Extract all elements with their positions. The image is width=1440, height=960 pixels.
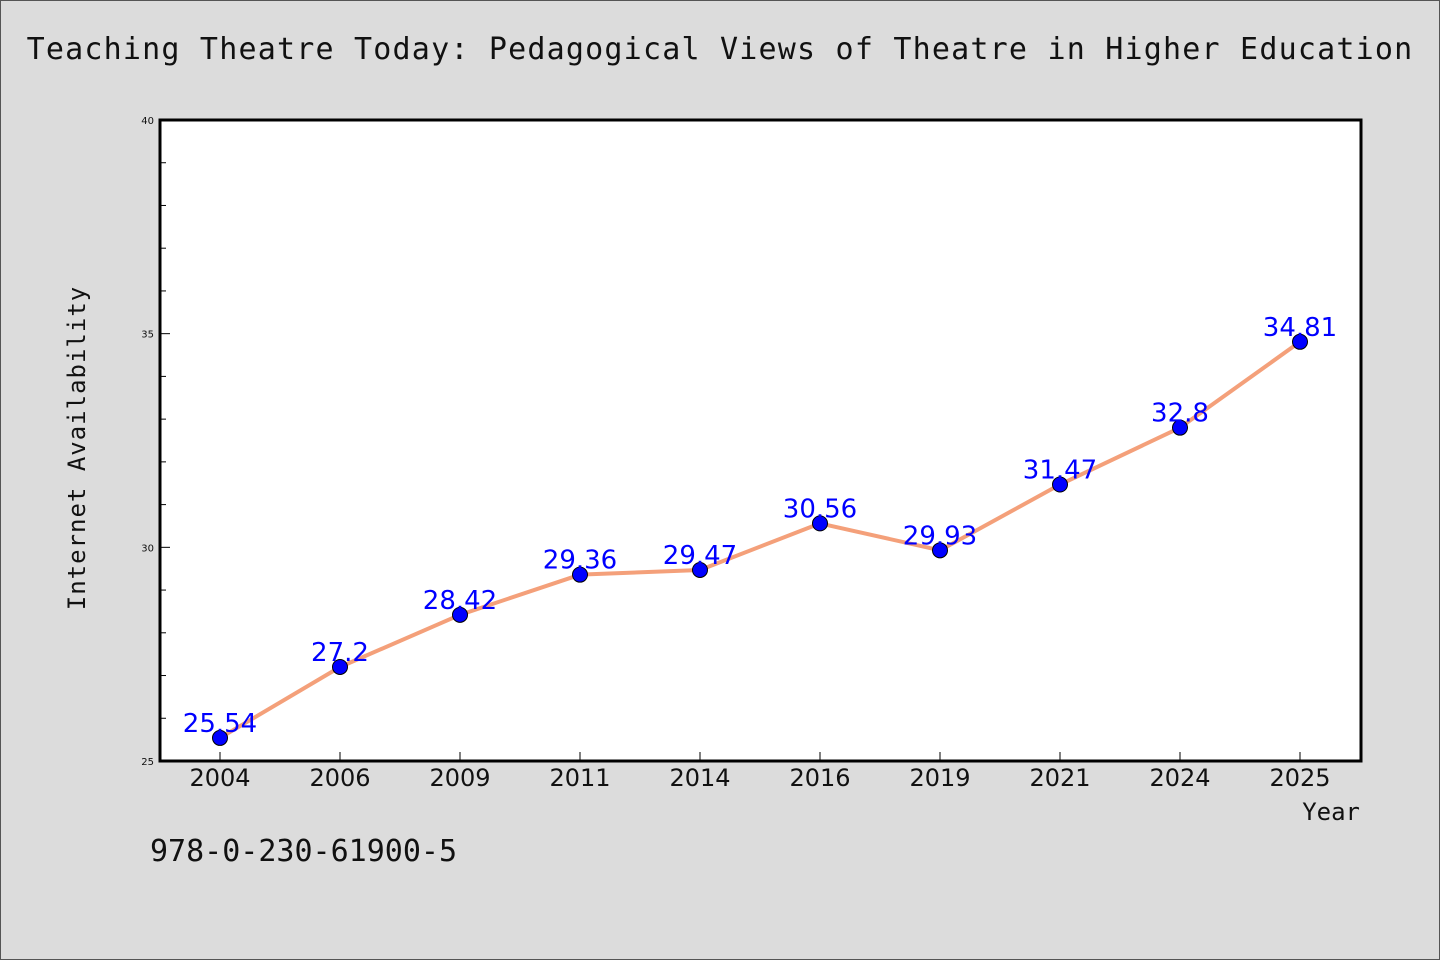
data-label: 28.42 — [423, 586, 497, 616]
y-tick-label: 35 — [141, 330, 154, 341]
chart-title: Teaching Theatre Today: Pedagogical View… — [26, 32, 1414, 67]
data-point — [212, 729, 228, 746]
data-point — [1052, 476, 1068, 493]
y-tick-label: 40 — [141, 116, 154, 127]
x-tick-label: 2025 — [1269, 764, 1330, 792]
data-point — [932, 542, 948, 559]
data-label: 32.8 — [1151, 399, 1209, 429]
data-label: 29.36 — [543, 546, 617, 576]
plot-area — [158, 118, 1363, 763]
x-axis-ticks: 2004 2006 2009 2011 2014 2016 2019 2021 2024 2025 — [189, 752, 1331, 792]
series-line — [218, 340, 1302, 740]
x-tick-label: 2014 — [669, 764, 730, 792]
x-tick-label: 2006 — [309, 764, 370, 792]
data-point — [1292, 333, 1308, 350]
data-label: 27.2 — [311, 638, 369, 668]
x-tick-label: 2019 — [909, 764, 970, 792]
x-tick-label: 2009 — [429, 764, 490, 792]
y-tick-label: 30 — [141, 543, 154, 554]
data-label: 31.47 — [1023, 456, 1097, 486]
series-group: 25.54 27.2 28.42 29.36 29.47 30.56 29.93 31.47 3… — [183, 313, 1337, 746]
data-label: 29.47 — [663, 541, 737, 571]
x-tick-label: 2016 — [789, 764, 850, 792]
data-point — [1172, 419, 1188, 436]
data-label: 30.56 — [783, 494, 857, 524]
x-tick-label: 2021 — [1029, 764, 1090, 792]
x-tick-label: 2004 — [189, 764, 250, 792]
data-point — [332, 658, 348, 675]
x-axis-label: Year — [1302, 798, 1360, 826]
data-point — [452, 606, 468, 623]
data-point — [692, 561, 708, 578]
data-point — [572, 566, 588, 583]
data-point — [812, 515, 828, 532]
data-label: 25.54 — [183, 709, 257, 739]
y-tick-label: 25 — [141, 757, 154, 768]
x-tick-label: 2024 — [1149, 764, 1210, 792]
data-label: 29.93 — [903, 521, 977, 551]
x-tick-label: 2011 — [549, 764, 610, 792]
isbn-footer: 978-0-230-61900-5 — [150, 834, 458, 869]
data-label: 34.81 — [1263, 313, 1337, 343]
y-axis-ticks: 25 30 35 40 — [141, 116, 170, 768]
y-axis-label: Internet Availability — [63, 286, 91, 610]
